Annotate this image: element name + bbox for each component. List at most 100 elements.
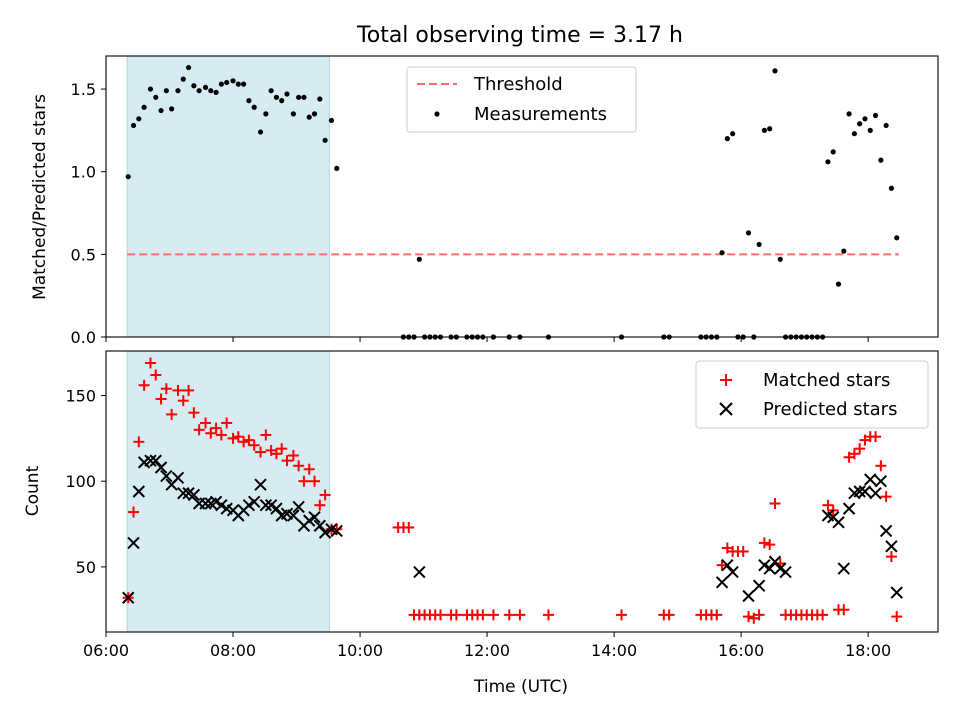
measurement-point	[317, 96, 323, 102]
ratio-panel: Total observing time = 3.17 h 0.0 0.5 1.0 1…	[30, 23, 939, 347]
matched-star-marker	[711, 609, 723, 621]
predicted-star-marker	[879, 524, 893, 538]
predicted-stars-points	[122, 454, 903, 604]
measurement-point	[180, 76, 186, 82]
measurement-point	[246, 98, 252, 104]
measurement-point	[416, 256, 422, 262]
count-x-ticks: 06:00 08:00 10:00 12:00 14:00 16:00 18:00	[83, 632, 891, 660]
matched-star-marker	[542, 609, 554, 621]
matched-star-marker	[758, 537, 770, 549]
matched-star-marker	[155, 393, 167, 405]
measurement-point	[268, 88, 274, 94]
predicted-star-marker	[837, 562, 850, 575]
matched-star-marker	[210, 422, 222, 434]
measurement-point	[756, 241, 762, 248]
predicted-star-marker	[308, 510, 321, 524]
predicted-star-marker	[259, 499, 273, 512]
predicted-star-marker	[768, 555, 782, 568]
matched-star-marker	[160, 383, 172, 395]
measurement-point	[724, 136, 730, 142]
measurement-point	[158, 107, 164, 114]
predicted-star-marker	[742, 589, 755, 603]
measurement-point	[835, 281, 842, 287]
matched-star-marker	[260, 429, 272, 441]
measurement-point	[241, 81, 247, 87]
predicted-star-marker	[763, 562, 776, 575]
measurement-point	[163, 88, 169, 94]
predicted-star-marker	[313, 519, 327, 532]
matched-star-marker	[870, 431, 882, 443]
measurement-point	[745, 230, 752, 236]
measurement-point	[772, 68, 778, 74]
predicted-star-marker	[885, 540, 898, 553]
measurement-point	[279, 98, 285, 104]
predicted-star-marker	[318, 526, 332, 539]
x-tick-label: 08:00	[210, 641, 256, 660]
matched-star-marker	[166, 408, 178, 420]
matched-star-marker	[243, 434, 255, 446]
matched-star-marker	[255, 446, 267, 458]
measurement-point	[185, 64, 192, 71]
predicted-star-marker	[132, 485, 146, 498]
matched-star-marker	[753, 609, 765, 621]
ratio-y-axis-label: Matched/Predicted stars	[30, 94, 50, 300]
matched-star-marker	[514, 609, 526, 621]
measurement-point	[719, 250, 725, 256]
measurement-point	[251, 104, 257, 110]
matched-star-marker	[891, 611, 903, 623]
matched-legend-label: Matched stars	[763, 370, 890, 391]
matched-star-marker	[487, 609, 499, 621]
predicted-star-marker	[858, 485, 872, 498]
observing-window-span	[126, 55, 330, 338]
measurement-point	[894, 235, 900, 241]
predicted-star-marker	[247, 495, 261, 508]
predicted-star-marker	[842, 502, 856, 515]
ratio-x-ticks	[105, 337, 869, 342]
matched-star-marker	[281, 455, 293, 467]
matched-star-marker	[183, 384, 195, 396]
measurement-point	[311, 111, 318, 117]
measurement-point	[301, 94, 307, 100]
x-tick-label: 10:00	[337, 641, 383, 660]
y-tick-label: 1.0	[71, 163, 96, 182]
matched-star-marker	[144, 357, 156, 369]
predicted-star-marker	[199, 497, 212, 510]
measurement-point	[730, 131, 736, 137]
count-y-ticks: 50 100 150	[65, 387, 106, 577]
predicted-star-marker	[330, 524, 343, 538]
matched-star-marker	[232, 431, 244, 443]
predicted-star-marker	[413, 565, 426, 579]
matched-star-marker	[138, 379, 150, 391]
measurement-point	[208, 88, 214, 94]
predicted-star-marker	[171, 471, 185, 484]
matched-star-marker	[309, 475, 321, 487]
matched-star-marker	[331, 523, 343, 535]
x-tick-label: 06:00	[83, 641, 129, 660]
predicted-star-marker	[864, 473, 877, 486]
observing-window	[126, 350, 330, 633]
matched-star-marker	[270, 448, 282, 460]
matched-star-marker	[276, 443, 288, 455]
y-tick-label: 0.5	[71, 245, 96, 264]
chart-title: Total observing time = 3.17 h	[356, 23, 683, 48]
predicted-legend-label: Predicted stars	[763, 399, 897, 420]
matched-star-marker	[716, 559, 728, 571]
predicted-star-marker	[270, 502, 283, 515]
measurement-point	[851, 131, 857, 137]
predicted-star-marker	[869, 487, 882, 500]
matched-star-marker	[838, 604, 850, 616]
matched-star-marker	[193, 424, 205, 436]
measurement-point	[191, 83, 197, 89]
predicted-star-marker	[832, 516, 845, 529]
measurement-point	[328, 117, 335, 124]
matched-star-marker	[875, 460, 887, 472]
matched-star-marker	[128, 506, 140, 518]
matched-star-marker	[303, 463, 315, 475]
threshold-legend-label: Threshold	[473, 74, 563, 95]
matched-star-marker	[822, 499, 834, 511]
matched-star-marker	[248, 439, 260, 451]
predicted-star-marker	[779, 565, 792, 579]
count-y-axis-label: Count	[23, 465, 43, 516]
matched-star-marker	[817, 609, 829, 621]
